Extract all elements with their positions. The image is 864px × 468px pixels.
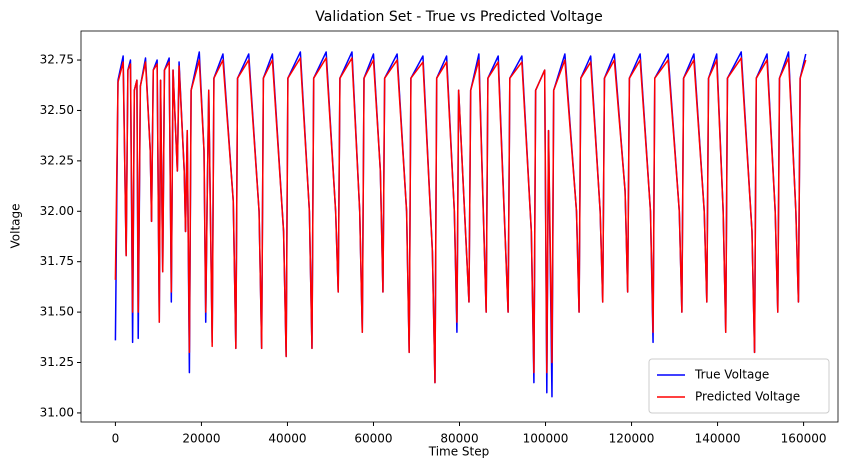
legend-box <box>648 358 830 414</box>
y-tick-label: 31.50 <box>40 305 74 319</box>
x-tick-label: 120000 <box>609 432 655 446</box>
y-tick-label: 32.75 <box>40 53 74 67</box>
x-tick-label: 40000 <box>268 432 306 446</box>
y-tick-label: 32.00 <box>40 204 74 218</box>
y-tick-label: 31.00 <box>40 405 74 419</box>
y-tick-label: 31.25 <box>40 355 74 369</box>
x-tick-label: 160000 <box>781 432 827 446</box>
y-tick-label: 32.25 <box>40 153 74 167</box>
x-tick-label: 80000 <box>440 432 478 446</box>
legend-label: True Voltage <box>694 368 769 382</box>
x-tick-label: 100000 <box>523 432 569 446</box>
y-axis-label: Voltage <box>9 203 23 248</box>
legend-label: Predicted Voltage <box>695 390 800 404</box>
x-axis-label: Time Step <box>428 445 490 459</box>
x-tick-label: 0 <box>112 432 120 446</box>
x-tick-label: 60000 <box>354 432 392 446</box>
chart-title: Validation Set - True vs Predicted Volta… <box>315 9 602 25</box>
y-tick-label: 32.50 <box>40 103 74 117</box>
y-tick-label: 31.75 <box>40 254 74 268</box>
data-line <box>114 57 807 384</box>
plot-frame <box>80 30 839 423</box>
x-tick-label: 20000 <box>182 432 220 446</box>
x-tick-label: 140000 <box>695 432 741 446</box>
